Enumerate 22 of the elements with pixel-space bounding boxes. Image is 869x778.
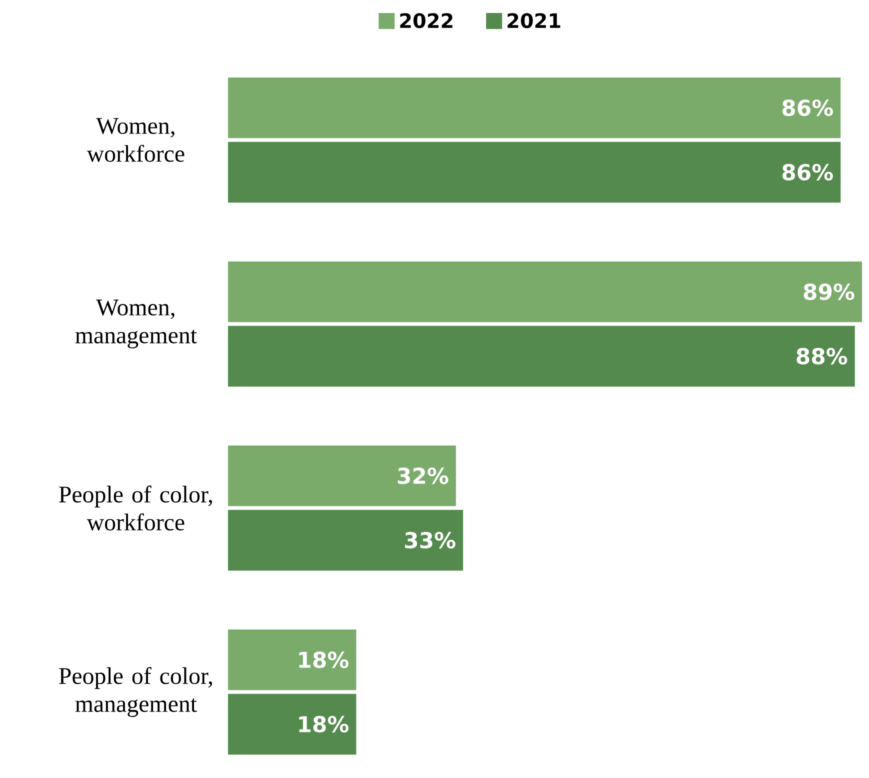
data-label: 18% <box>299 716 348 732</box>
data-label: 86% <box>782 164 833 180</box>
y-tick-label: People of color, management <box>59 667 212 717</box>
bar <box>228 629 356 690</box>
data-label: 33% <box>405 532 456 548</box>
data-label: 32% <box>398 468 448 484</box>
bar <box>228 261 862 322</box>
bar <box>228 510 464 571</box>
bar <box>228 77 841 138</box>
y-tick-label: Women, management <box>75 300 197 348</box>
data-label: 18% <box>299 652 348 668</box>
data-label: 89% <box>804 284 854 300</box>
legend-label: 2021 <box>508 13 560 28</box>
legend-label: 2022 <box>400 13 452 28</box>
bar <box>228 445 456 506</box>
data-label: 88% <box>796 348 848 364</box>
y-tick-label: Women, workforce <box>86 118 184 162</box>
bar <box>228 326 855 387</box>
y-tick-label: People of color, workforce <box>59 486 212 530</box>
bar <box>228 142 841 203</box>
bar <box>228 694 356 755</box>
data-label: 86% <box>782 100 833 116</box>
